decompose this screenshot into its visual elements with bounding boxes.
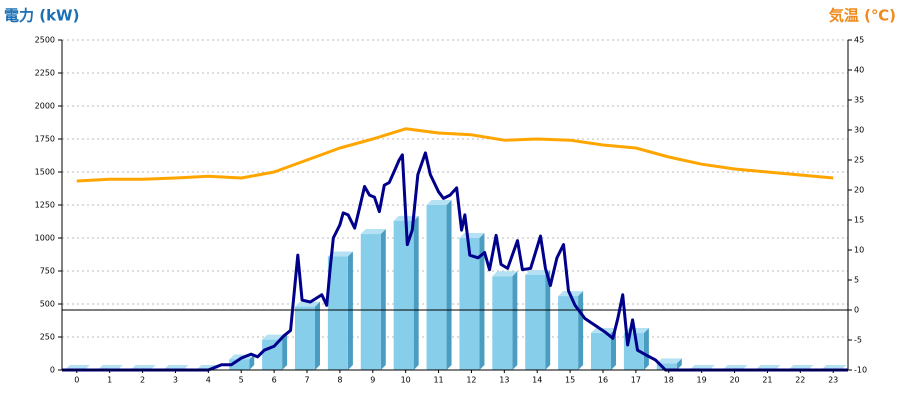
bar-side [545, 269, 551, 370]
y-axis-title: 電力 (kW) [4, 7, 79, 25]
x-tick-label: 21 [762, 376, 772, 385]
y2-tick-label: 45 [854, 36, 864, 45]
y-tick-label: 250 [40, 333, 55, 342]
bar-top [426, 200, 452, 205]
bar-side [315, 301, 321, 370]
line [76, 127, 834, 183]
y2-tick-label: 25 [854, 156, 864, 165]
line [62, 151, 848, 372]
bar-side [282, 334, 288, 370]
bar [426, 205, 447, 370]
bar-side [479, 233, 485, 370]
bar-side [249, 354, 255, 370]
y2-tick-label: 40 [854, 66, 864, 75]
bar [656, 363, 677, 370]
x-tick-label: 0 [74, 376, 79, 385]
x-tick-label: 19 [697, 376, 707, 385]
x-tick-label: 23 [828, 376, 838, 385]
y2-tick-label: -5 [854, 336, 862, 345]
x-tick-label: 6 [272, 376, 277, 385]
x-tick-label: 20 [729, 376, 739, 385]
bar [360, 234, 381, 370]
bar-side [643, 328, 649, 370]
x-tick-label: 11 [433, 376, 443, 385]
bar [459, 238, 480, 370]
bar [295, 306, 316, 370]
y2-tick-label: -10 [854, 366, 867, 375]
y-tick-label: 750 [40, 267, 55, 276]
y-tick-label: 2500 [35, 36, 55, 45]
x-tick-label: 18 [664, 376, 674, 385]
bar-side [347, 251, 353, 370]
x-tick-label: 8 [337, 376, 342, 385]
x-tick-label: 2 [140, 376, 145, 385]
bar-top [492, 271, 518, 277]
y2-tick-label: 20 [854, 186, 864, 195]
bar-top [327, 251, 353, 257]
y2-tick-label: 30 [854, 126, 864, 135]
bar-top [295, 301, 321, 307]
y-tick-label: 0 [50, 366, 55, 375]
y2-tick-label: 35 [854, 96, 864, 105]
bar [229, 359, 250, 370]
y-tick-label: 1750 [35, 135, 55, 144]
bar [393, 220, 414, 370]
bar [525, 274, 546, 370]
x-tick-label: 15 [565, 376, 575, 385]
bar [327, 256, 348, 370]
bar [492, 276, 513, 370]
bar-side [446, 200, 452, 370]
y-tick-label: 2000 [35, 102, 55, 111]
x-tick-label: 1 [107, 376, 112, 385]
bar-top [525, 269, 551, 275]
bar-side [512, 271, 518, 370]
x-tick-label: 17 [631, 376, 641, 385]
y-tick-label: 500 [40, 300, 55, 309]
bar [558, 296, 579, 370]
bar-top [459, 233, 485, 238]
bar-side [676, 358, 682, 370]
x-tick-label: 12 [466, 376, 476, 385]
x-tick-label: 16 [598, 376, 608, 385]
y-tick-label: 1000 [35, 234, 55, 243]
bar-side [578, 291, 584, 370]
x-tick-label: 14 [532, 376, 542, 385]
bar-side [413, 215, 419, 370]
y-tick-label: 2250 [35, 69, 55, 78]
x-tick-label: 13 [499, 376, 509, 385]
x-tick-label: 7 [304, 376, 309, 385]
x-tick-label: 3 [173, 376, 178, 385]
y2-tick-label: 0 [854, 306, 859, 315]
x-tick-label: 9 [370, 376, 375, 385]
bar [590, 333, 611, 370]
y2-tick-label: 5 [854, 276, 859, 285]
y-tick-label: 1500 [35, 168, 55, 177]
x-tick-label: 4 [206, 376, 211, 385]
y2-axis-title: 気温 (℃) [829, 7, 896, 25]
bar-top [656, 358, 682, 364]
y-tick-label: 1250 [35, 201, 55, 210]
x-tick-label: 5 [239, 376, 244, 385]
bar [262, 339, 283, 370]
bar-side [380, 229, 386, 370]
x-tick-label: 22 [795, 376, 805, 385]
bar-top [360, 229, 386, 235]
y2-tick-label: 15 [854, 216, 864, 225]
x-tick-label: 10 [401, 376, 411, 385]
y2-tick-label: 10 [854, 246, 864, 255]
